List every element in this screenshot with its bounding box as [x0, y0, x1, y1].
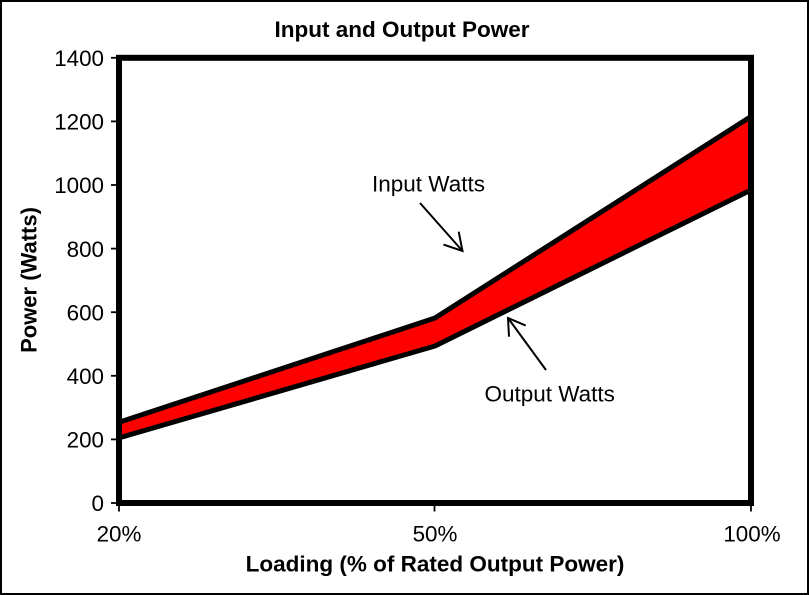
- svg-text:50%: 50%: [413, 522, 458, 547]
- svg-text:1400: 1400: [54, 46, 104, 71]
- svg-text:Loading (% of Rated Output Pow: Loading (% of Rated Output Power): [246, 552, 625, 577]
- svg-text:Input and Output Power: Input and Output Power: [275, 17, 530, 42]
- svg-text:20%: 20%: [97, 522, 142, 547]
- svg-text:Input Watts: Input Watts: [372, 172, 485, 197]
- svg-text:100%: 100%: [723, 522, 780, 547]
- svg-text:200: 200: [67, 428, 104, 453]
- svg-text:1000: 1000: [54, 173, 104, 198]
- svg-text:800: 800: [67, 237, 104, 262]
- svg-text:1200: 1200: [54, 110, 104, 135]
- svg-text:0: 0: [92, 491, 104, 516]
- svg-text:Power (Watts): Power (Watts): [17, 207, 42, 353]
- svg-text:Output Watts: Output Watts: [484, 382, 614, 407]
- svg-text:600: 600: [67, 300, 104, 325]
- svg-text:400: 400: [67, 364, 104, 389]
